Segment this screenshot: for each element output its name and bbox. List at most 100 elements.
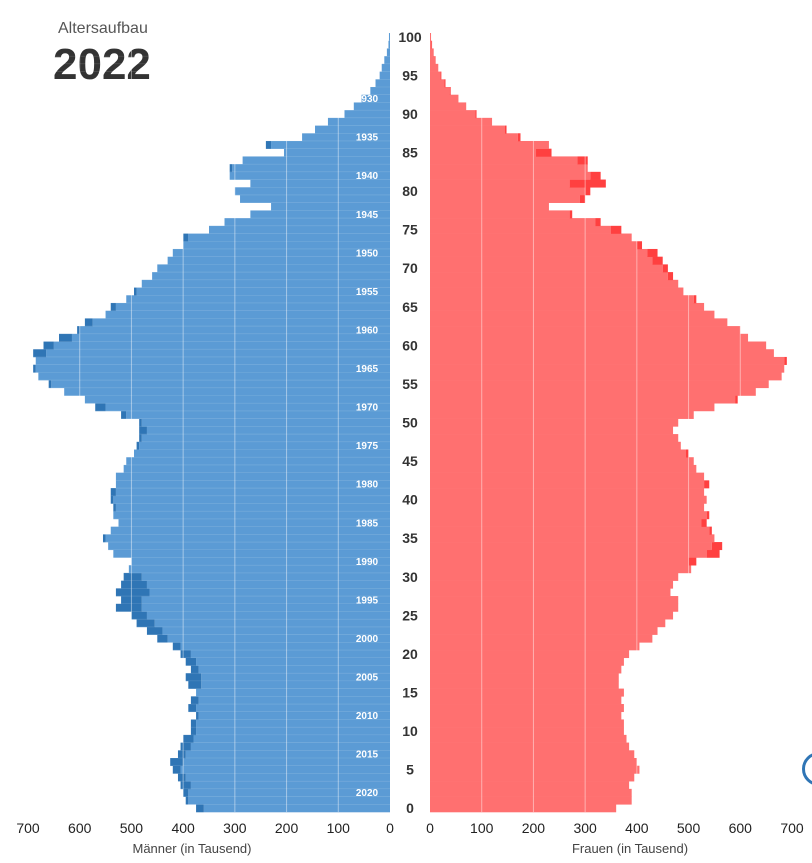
male-bar <box>157 264 390 273</box>
male-bar <box>141 434 390 443</box>
female-surplus-bar <box>735 395 738 404</box>
birth-year-label: 2005 <box>356 673 379 684</box>
female-surplus-bar <box>504 125 507 134</box>
female-bar <box>430 187 586 196</box>
male-bar <box>35 356 390 365</box>
female-bar <box>430 218 596 227</box>
female-bar <box>430 619 666 628</box>
female-bar <box>430 372 782 381</box>
male-bar <box>240 194 390 203</box>
female-bar <box>430 264 663 273</box>
age-tick-label: 90 <box>402 106 418 122</box>
birth-year-labels: 2020 2015 2010 2005 2000 1995 1990 1985 1980 1975… <box>356 94 379 799</box>
male-bar <box>141 279 390 288</box>
age-tick-label: 20 <box>402 646 418 662</box>
male-surplus-bar <box>196 711 199 720</box>
male-bar <box>154 619 390 628</box>
female-surplus-bar <box>475 110 477 119</box>
female-surplus-bar <box>662 264 668 273</box>
male-bar <box>209 225 390 234</box>
male-bar <box>190 650 390 659</box>
male-bar <box>92 318 391 327</box>
male-surplus-bar <box>172 765 181 774</box>
male-bar <box>196 704 390 713</box>
female-bar <box>430 202 549 211</box>
male-bar <box>370 86 390 96</box>
female-surplus-bar <box>585 187 591 196</box>
male-surplus-bar <box>180 742 191 751</box>
male-bar <box>196 657 390 666</box>
male-bar <box>361 94 390 103</box>
male-bar <box>388 33 390 42</box>
female-surplus-bar <box>693 295 697 304</box>
male-bar <box>196 719 390 728</box>
male-bar <box>201 680 390 689</box>
x-tick-label-men: 200 <box>275 820 299 836</box>
female-surplus-bar <box>711 542 723 551</box>
male-bar <box>110 526 390 535</box>
female-bar <box>430 341 767 350</box>
female-bar <box>430 449 686 458</box>
female-bar <box>430 758 637 767</box>
female-bar <box>430 603 679 612</box>
female-bar <box>430 572 679 581</box>
male-bar <box>242 156 390 165</box>
age-tick-label: 25 <box>402 607 418 623</box>
birth-year-label: 1985 <box>356 518 379 529</box>
female-bar <box>430 781 630 790</box>
female-surplus-bar <box>611 225 622 234</box>
x-tick-label-women: 700 <box>780 820 804 836</box>
female-surplus-bar <box>784 356 787 365</box>
age-tick-label: 65 <box>402 299 418 315</box>
male-bar <box>46 349 390 358</box>
female-surplus-bar <box>667 272 674 281</box>
male-bar <box>53 341 390 350</box>
male-surplus-bar <box>188 680 202 689</box>
female-surplus-bar <box>433 48 434 57</box>
x-tick-label-men: 100 <box>327 820 351 836</box>
age-tick-label: 80 <box>402 183 418 199</box>
age-tick-label: 95 <box>402 67 418 83</box>
birth-year-label: 1930 <box>356 94 379 105</box>
male-bar <box>271 202 390 211</box>
female-surplus-bar <box>709 526 712 535</box>
male-bar <box>203 804 390 813</box>
female-bar <box>430 63 439 72</box>
male-surplus-bar <box>183 233 189 242</box>
male-bar <box>201 673 390 682</box>
birth-year-label: 1935 <box>356 133 379 144</box>
male-bar <box>115 472 391 481</box>
male-bars <box>33 33 391 813</box>
age-tick-label: 0 <box>406 800 414 816</box>
male-bar <box>180 765 390 774</box>
male-bar <box>193 734 390 743</box>
male-bar <box>113 549 390 558</box>
birth-year-label: 1965 <box>356 364 379 375</box>
male-bar <box>167 634 390 643</box>
female-bar <box>430 503 705 512</box>
female-bar <box>430 248 648 257</box>
female-bar <box>430 688 624 697</box>
male-surplus-bar <box>139 434 142 443</box>
female-bar <box>430 611 674 620</box>
female-bar <box>430 233 632 242</box>
male-bar <box>283 148 390 157</box>
female-surplus-bar <box>440 71 442 80</box>
male-bar <box>136 287 390 296</box>
male-surplus-bar <box>95 403 106 412</box>
female-bar <box>430 395 736 404</box>
male-bar <box>149 588 390 597</box>
male-bar <box>146 611 390 620</box>
male-bar <box>141 596 390 605</box>
male-surplus-bar <box>183 788 189 797</box>
chart-subtitle: Altersaufbau <box>58 20 148 37</box>
female-bar <box>430 534 715 543</box>
female-bar <box>430 788 632 797</box>
male-bar <box>141 572 390 581</box>
male-bar <box>234 187 390 196</box>
male-surplus-bar <box>196 804 204 813</box>
female-bar <box>430 125 505 134</box>
female-bar <box>430 403 715 412</box>
birth-year-label: 2015 <box>356 750 379 761</box>
male-bar <box>250 179 390 188</box>
